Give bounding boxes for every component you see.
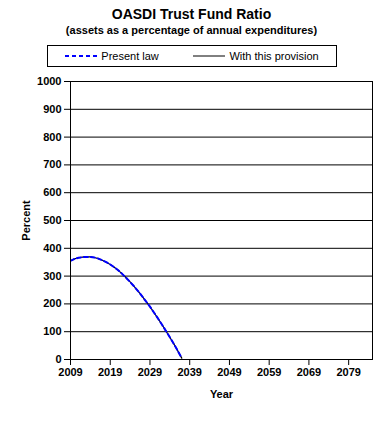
html-text:(assets as a percentage of ann: (assets as a percentage of annual expend…: [65, 24, 318, 36]
svg-text:Percent: Percent: [20, 200, 32, 241]
svg-text:2029: 2029: [138, 366, 162, 378]
svg-text:400: 400: [43, 242, 61, 254]
svg-text:0: 0: [55, 353, 61, 365]
html-text:With this provision: With this provision: [229, 50, 319, 62]
svg-text:1000: 1000: [37, 75, 61, 87]
svg-text:2059: 2059: [257, 366, 281, 378]
svg-text:700: 700: [43, 158, 61, 170]
svg-text:600: 600: [43, 186, 61, 198]
svg-text:2039: 2039: [177, 366, 201, 378]
html-text:Present law: Present law: [101, 50, 159, 62]
svg-text:900: 900: [43, 103, 61, 115]
svg-text:2069: 2069: [297, 366, 321, 378]
svg-text:300: 300: [43, 270, 61, 282]
svg-text:2009: 2009: [58, 366, 82, 378]
svg-text:800: 800: [43, 131, 61, 143]
svg-text:2079: 2079: [336, 366, 360, 378]
html-text:OASDI Trust Fund Ratio: OASDI Trust Fund Ratio: [111, 6, 272, 22]
svg-text:200: 200: [43, 297, 61, 309]
svg-text:100: 100: [43, 325, 61, 337]
svg-text:Year: Year: [210, 388, 234, 400]
svg-text:2019: 2019: [98, 366, 122, 378]
svg-text:2049: 2049: [217, 366, 241, 378]
svg-text:500: 500: [43, 214, 61, 226]
